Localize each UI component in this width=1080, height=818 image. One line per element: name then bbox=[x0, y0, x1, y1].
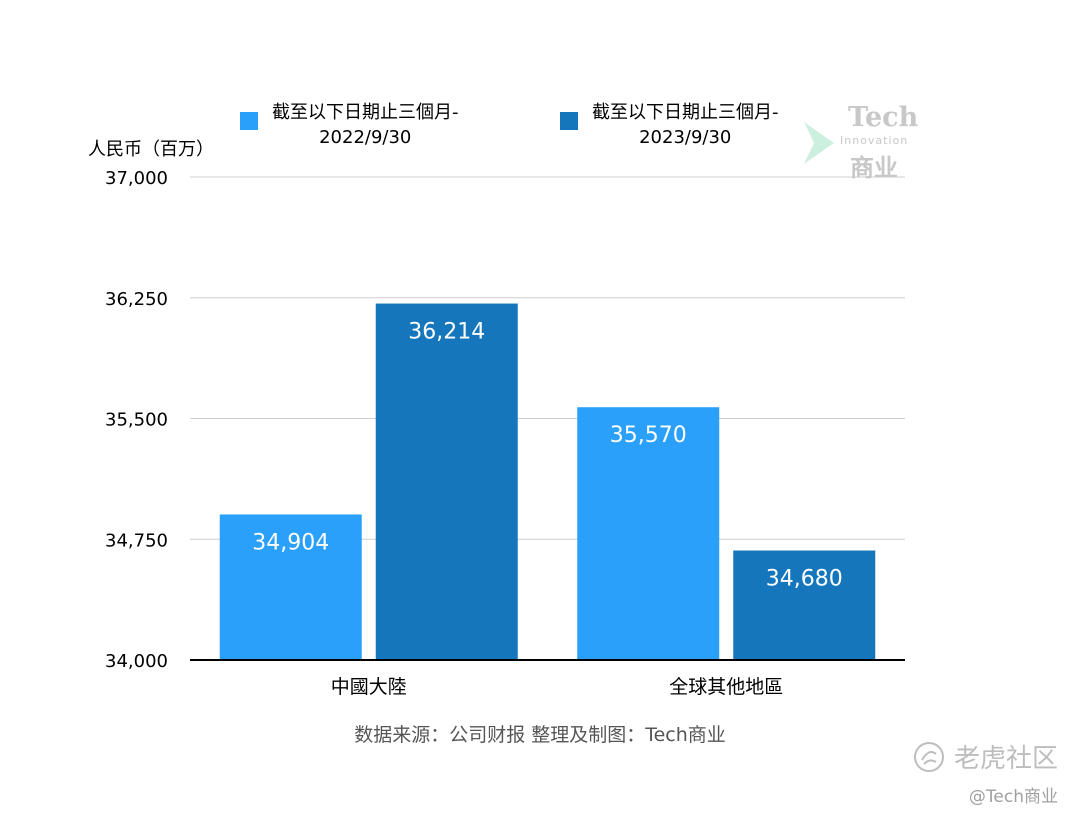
y-tick-label: 37,000 bbox=[105, 168, 168, 189]
y-tick-label: 35,500 bbox=[105, 410, 168, 431]
watermark-handle: @Tech商业 bbox=[968, 787, 1058, 807]
bar-value-label: 36,214 bbox=[408, 320, 485, 345]
x-tick-label: 中國大陸 bbox=[331, 676, 407, 698]
bar-value-label: 34,904 bbox=[252, 530, 329, 555]
x-tick-label: 全球其他地區 bbox=[669, 676, 783, 698]
bar-value-label: 34,680 bbox=[766, 567, 843, 592]
legend-swatch-2023 bbox=[560, 112, 578, 130]
legend-item-2022: 截至以下日期止三個月- 2022/9/30 bbox=[240, 100, 459, 150]
legend-swatch-2022 bbox=[240, 112, 258, 130]
bar bbox=[733, 550, 876, 660]
logo-tech-text: Tech bbox=[848, 102, 919, 133]
watermark-brand: 老虎社区 bbox=[953, 744, 1058, 774]
y-tick-label: 34,750 bbox=[105, 530, 168, 551]
y-tick-label: 36,250 bbox=[105, 289, 168, 310]
tech-business-logo: Tech Innovation 商业 bbox=[800, 102, 930, 182]
bar bbox=[375, 303, 518, 660]
y-tick-label: 34,000 bbox=[105, 651, 168, 672]
y-axis-label: 人民币（百万） bbox=[88, 139, 214, 160]
bar-value-label: 35,570 bbox=[610, 423, 687, 448]
tiger-community-watermark: 老虎社区 bbox=[912, 738, 1058, 775]
source-footer: 数据来源：公司财报 整理及制图：Tech商业 bbox=[354, 724, 726, 746]
bar bbox=[577, 407, 720, 660]
legend-label-2023: 截至以下日期止三個月- 2023/9/30 bbox=[592, 102, 779, 148]
legend-label-2022: 截至以下日期止三個月- 2022/9/30 bbox=[272, 102, 459, 148]
chevron-logo-icon bbox=[804, 122, 834, 164]
legend-item-2023: 截至以下日期止三個月- 2023/9/30 bbox=[560, 100, 779, 150]
logo-cn-text: 商业 bbox=[850, 154, 898, 182]
logo-innovation-text: Innovation bbox=[840, 134, 909, 147]
tiger-community-icon bbox=[913, 741, 944, 772]
bar bbox=[219, 514, 362, 660]
